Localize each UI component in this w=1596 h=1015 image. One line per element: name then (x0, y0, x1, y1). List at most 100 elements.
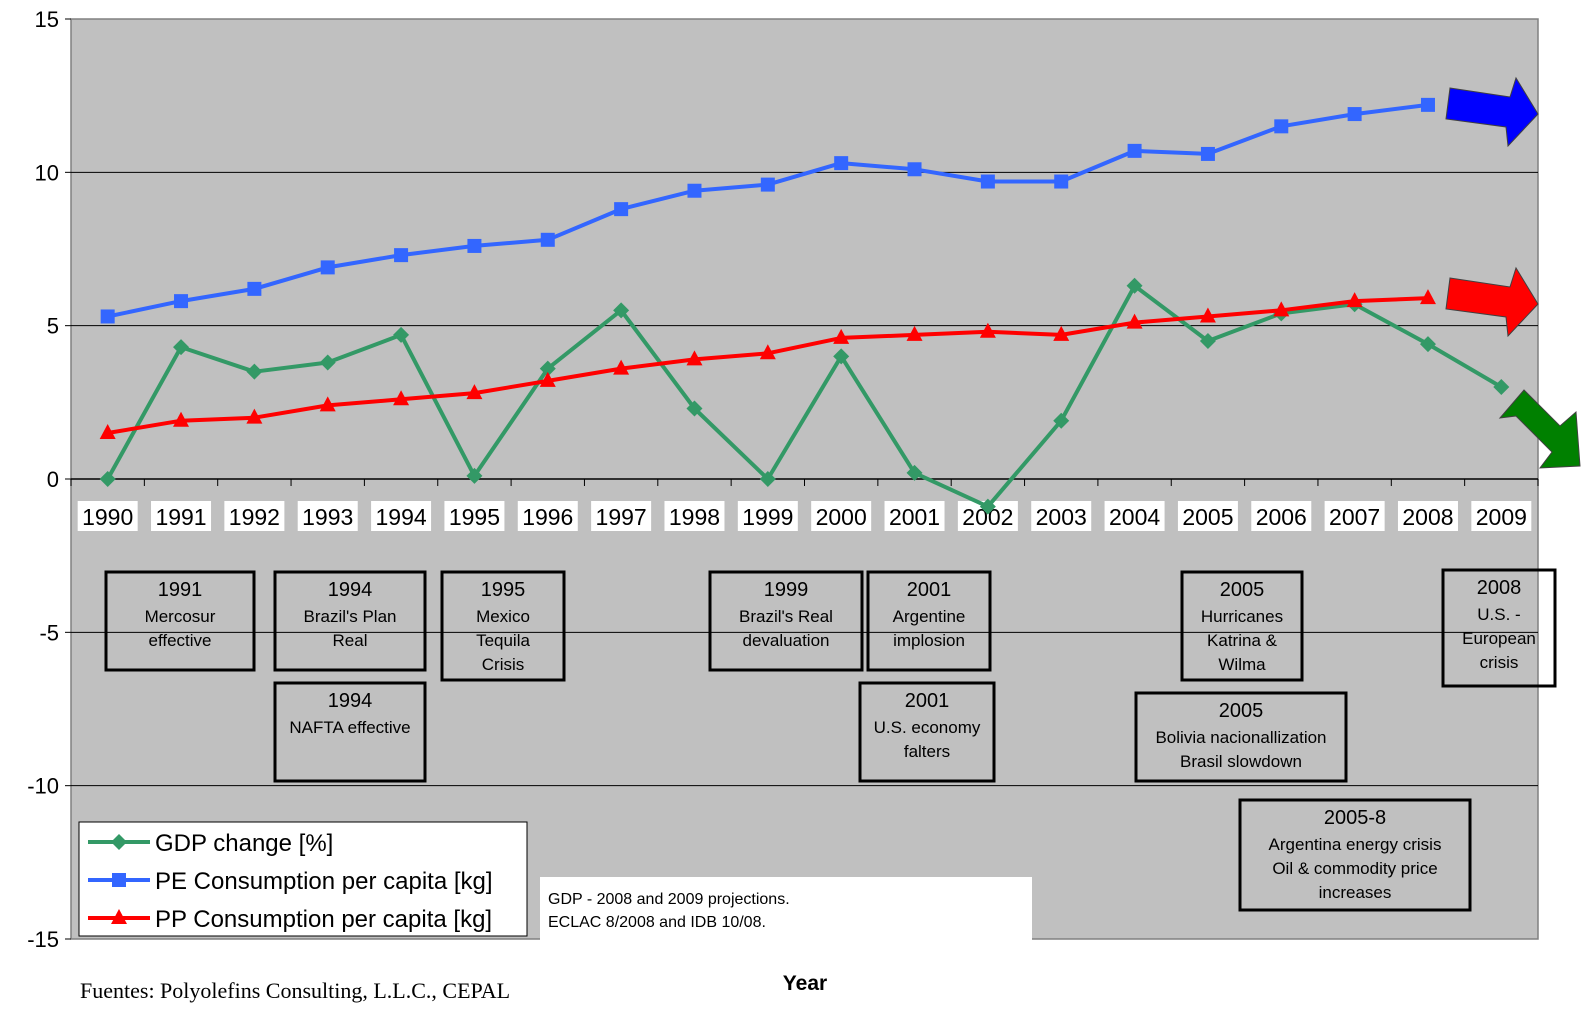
annotation-text: implosion (893, 631, 965, 650)
data-point-gdp (393, 326, 410, 343)
data-point-pe (760, 177, 775, 192)
x-tick-label-bg (884, 501, 945, 531)
x-tick-label: 1994 (375, 504, 426, 530)
x-tick-label: 2007 (1329, 504, 1380, 530)
x-tick-label: 2008 (1402, 504, 1453, 530)
annotation-box: 1999 Brazil's Real devaluation (708, 570, 864, 672)
annotation-text: Bolivia nacionallization (1155, 728, 1326, 747)
y-axis: 15 10 5 0 -5 -10 -15 (27, 7, 71, 952)
annotation-border (273, 681, 427, 783)
x-tick-label-bg (811, 501, 872, 531)
data-point-pe (540, 232, 555, 247)
x-tick-label-bg (1031, 501, 1092, 531)
data-point-pe (1347, 107, 1362, 122)
data-point-pp (979, 322, 996, 338)
data-point-pp (246, 408, 263, 424)
x-tick-label: 1999 (742, 504, 793, 530)
x-tick-label: 2001 (889, 504, 940, 530)
annotation-text: U.S. economy (874, 718, 981, 737)
data-point-gdp (99, 471, 116, 487)
annotation-text: Real (333, 631, 368, 650)
annotation-box: 1994 Brazil's Plan Real (273, 570, 427, 672)
legend-label-pp: PP Consumption per capita [kg] (155, 906, 492, 933)
annotation-year: 2001 (905, 690, 950, 712)
annotation-text: increases (1319, 883, 1392, 902)
data-point-gdp (1199, 333, 1216, 349)
annotation-text: Crisis (482, 655, 525, 674)
x-tick-label-bg (1177, 501, 1238, 531)
x-axis: 1990 1991 1992 1993 1994 1995 1996 1997 1998 1999… (70, 478, 1539, 531)
annotation-text: Brazil's Plan (303, 607, 396, 626)
data-point-pe (394, 248, 409, 263)
annotation-text: Mexico (476, 607, 530, 626)
annotation-boxes: 1991 Mercosur effective 1994 Brazil's Plan Re… (104, 568, 1557, 912)
data-point-pe (1274, 119, 1289, 134)
annotation-text: Brasil slowdown (1180, 752, 1302, 771)
annotation-text: falters (904, 742, 950, 761)
annotation-box: 1991 Mercosur effective (104, 570, 256, 672)
data-point-gdp (759, 471, 776, 487)
data-point-pp (1053, 325, 1070, 341)
annotation-text: Argentina energy crisis (1269, 835, 1442, 854)
annotation-box: 2008 U.S. - European crisis (1441, 568, 1557, 688)
annotation-text: devaluation (743, 631, 830, 650)
note-box (540, 877, 1032, 943)
data-point-pp (686, 350, 703, 366)
x-tick-label: 1993 (302, 504, 353, 530)
annotation-text: crisis (1480, 653, 1519, 672)
annotation-text: U.S. - (1477, 605, 1520, 624)
data-point-pe (1200, 146, 1215, 161)
data-point-gdp (833, 348, 850, 365)
data-point-gdp (1053, 412, 1070, 429)
data-point-pp (466, 384, 483, 400)
annotation-box: 1995 Mexico Tequila Crisis (440, 570, 566, 682)
annotation-border (858, 681, 996, 783)
data-point-gdp (613, 302, 630, 319)
y-tick-label: 10 (35, 160, 59, 185)
x-tick-label-bg (591, 501, 652, 531)
x-tick-label-bg (517, 501, 578, 531)
annotation-text: Argentine (893, 607, 966, 626)
data-point-gdp (539, 360, 556, 377)
data-point-pp (759, 344, 776, 360)
legend-marker-pe (112, 873, 126, 887)
trend-arrow-pe (1445, 76, 1539, 148)
y-tick-label: -15 (27, 927, 59, 952)
data-point-gdp (979, 498, 996, 515)
annotation-border (1134, 691, 1348, 783)
annotation-year: 1995 (481, 579, 526, 601)
data-point-pe (247, 281, 262, 296)
data-point-pe (320, 260, 335, 275)
data-point-pp (833, 328, 850, 344)
data-point-pe (614, 202, 629, 217)
projection-note: GDP - 2008 and 2009 projections. ECLAC 8/… (540, 877, 1032, 943)
data-point-gdp (686, 400, 703, 417)
x-axis-title: Year (783, 972, 827, 995)
annotation-year: 1994 (328, 579, 373, 601)
trend-arrows (1445, 76, 1581, 469)
annotation-border (1441, 568, 1557, 688)
data-point-gdp (1419, 336, 1436, 353)
data-point-pp (613, 359, 630, 375)
data-point-pe (980, 174, 995, 189)
data-point-pe (1127, 143, 1142, 158)
trend-arrow-pp (1445, 266, 1539, 338)
data-point-pe (174, 294, 189, 309)
annotation-border (708, 570, 864, 672)
x-tick-label-bg (1104, 501, 1165, 531)
annotation-year: 2008 (1477, 577, 1522, 599)
annotation-year: 2001 (907, 579, 952, 601)
annotation-border (1180, 570, 1304, 682)
annotation-year: 1994 (328, 690, 373, 712)
x-tick-label: 2009 (1476, 504, 1527, 530)
data-point-pe (1420, 97, 1435, 112)
data-point-pp (906, 325, 923, 341)
annotation-year: 2005 (1219, 700, 1264, 722)
data-point-pe (1054, 174, 1069, 189)
series-gdp (99, 277, 1510, 515)
annotation-text: Katrina & (1207, 631, 1278, 650)
x-tick-label-bg (664, 501, 725, 531)
annotation-text: European (1462, 629, 1536, 648)
data-point-gdp (906, 464, 923, 481)
x-tick-label: 1990 (82, 504, 133, 530)
